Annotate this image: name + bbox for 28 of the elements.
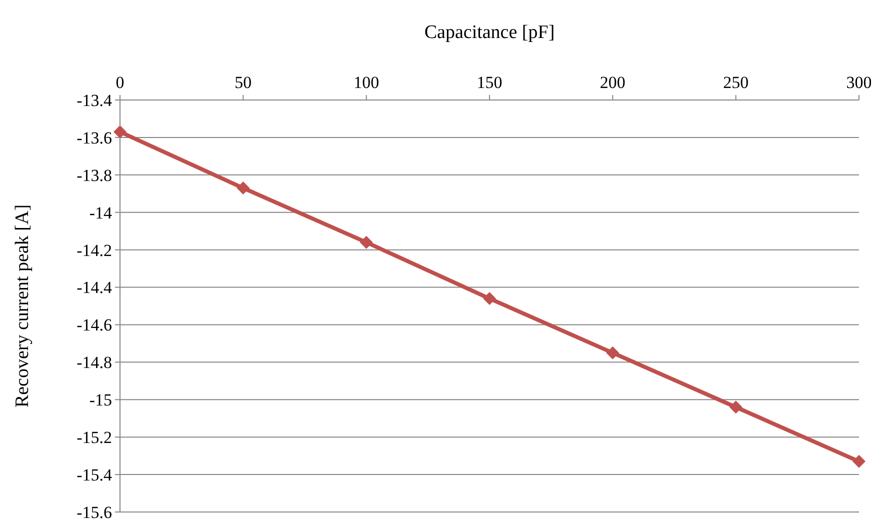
y-tick-label: -13.4 (76, 90, 112, 110)
y-tick-label: -15.4 (76, 465, 112, 484)
point (114, 125, 126, 138)
point (606, 346, 620, 360)
x-tick-label: 250 (723, 73, 749, 92)
y-tick-label: -13.6 (76, 128, 112, 148)
x-tick-label: 0 (116, 73, 124, 92)
x-axis-title: Capacitance [pF] (424, 22, 555, 43)
x-tick-label: 100 (354, 73, 380, 92)
point (483, 292, 496, 306)
y-tick-label: -14.6 (76, 316, 112, 335)
x-tick-label: 50 (234, 73, 252, 92)
point (360, 236, 373, 249)
y-tick-label: -14.4 (76, 278, 112, 298)
point (852, 454, 866, 468)
y-tick-label: -15.2 (76, 428, 112, 448)
x-tick-label: 300 (846, 73, 872, 92)
y-tick-label: -14 (89, 203, 112, 222)
y-tick-label: -15.6 (76, 502, 112, 522)
point (236, 182, 250, 195)
x-tick-label: 150 (476, 73, 502, 92)
y-axis-title: Recovery current peak [A] (12, 204, 33, 408)
y-tick-label: -14.8 (76, 353, 112, 372)
y-tick-label: -14.2 (76, 240, 112, 260)
x-tick-label: 200 (600, 73, 626, 92)
y-tick-label: -15 (89, 390, 112, 410)
point (729, 400, 742, 414)
y-tick-label: -13.8 (76, 166, 112, 185)
